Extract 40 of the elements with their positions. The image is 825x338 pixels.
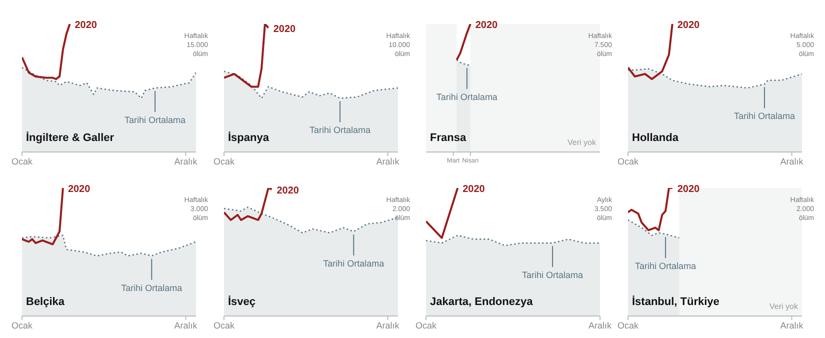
x-tick-label: Ocak xyxy=(617,320,639,330)
legend-label: Tarihi Ortalama xyxy=(522,270,584,280)
legend-label: Tarihi Ortalama xyxy=(635,261,696,272)
x-tick-label: Ocak xyxy=(213,320,235,330)
annotation: Veri yok xyxy=(568,138,596,147)
text: İngiltere & Galler xyxy=(26,132,114,144)
series-label: 2020 xyxy=(462,184,486,195)
x-tick-label: Ocak xyxy=(617,156,639,166)
x-tick-label: Aralık xyxy=(174,156,198,166)
series-label: 2020 xyxy=(74,20,98,31)
series-label: 2020 xyxy=(68,184,91,195)
legend-label: Tarihi Ortalama xyxy=(124,115,186,125)
text: İspanya xyxy=(228,132,269,144)
text: İstanbul, Türkiye xyxy=(632,296,720,308)
text: İsveç xyxy=(228,296,256,308)
legend-label: Tarihi Ortalama xyxy=(436,92,498,102)
x-tick-label: Aralık xyxy=(588,320,612,330)
x-tick-label: Aralık xyxy=(376,320,400,330)
series-label: 2020 xyxy=(677,20,700,31)
text: Hollanda xyxy=(632,132,678,144)
x-tick-label: Ocak xyxy=(11,320,33,330)
text: Belçika xyxy=(26,296,65,308)
x-tick-label: Ocak xyxy=(11,156,33,166)
series-label: 2020 xyxy=(276,185,300,196)
x-tick-label: Aralık xyxy=(174,320,198,330)
text: Fransa xyxy=(430,132,466,144)
series-label: 2020 xyxy=(677,184,700,195)
legend-label: Tarihi Ortalama xyxy=(121,282,182,293)
x-tick-label: Aralık xyxy=(780,320,804,330)
legend-label: Tarihi Ortalama xyxy=(734,111,795,122)
legend-label: Tarihi Ortalama xyxy=(323,258,384,269)
x-tick-label: Aralık xyxy=(780,156,804,166)
text: Jakarta, Endonezya xyxy=(430,296,533,308)
legend-label: Tarihi Ortalama xyxy=(309,125,371,136)
x-tick-label: Aralık xyxy=(376,156,400,166)
x-tick-label: Ocak xyxy=(415,320,437,330)
annotation: Veri yok xyxy=(770,302,798,311)
x-tick-label: Ocak xyxy=(213,156,235,166)
series-label: 2020 xyxy=(273,24,296,35)
series-label: 2020 xyxy=(475,20,498,31)
